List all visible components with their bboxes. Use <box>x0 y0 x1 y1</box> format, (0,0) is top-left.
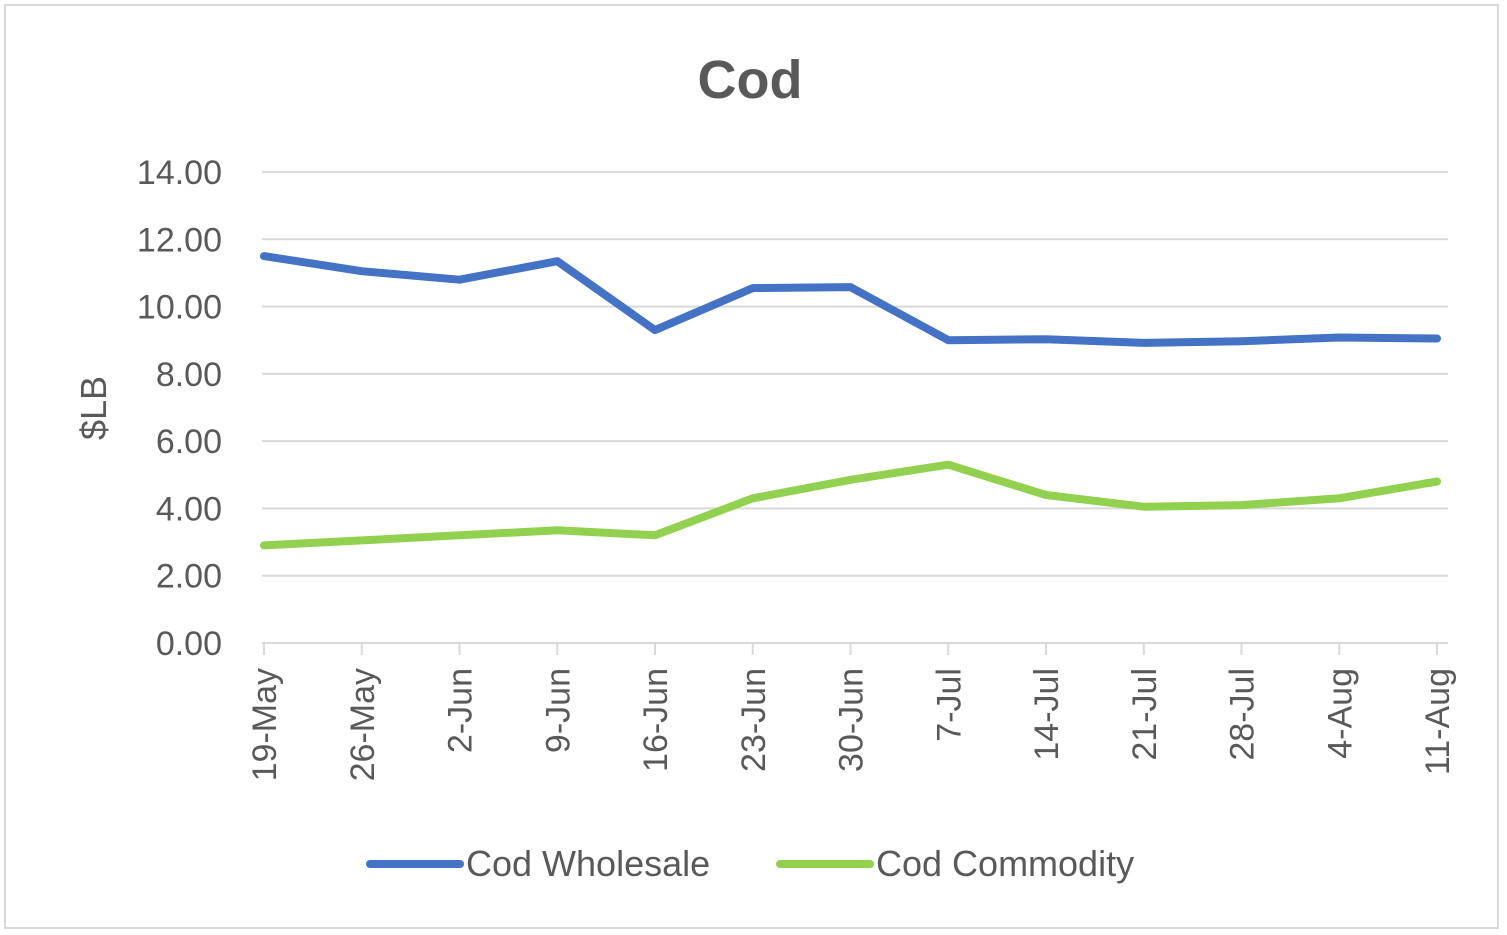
x-tick-label: 28-Jul <box>1224 668 1262 761</box>
series-line-cod-wholesale <box>260 252 1441 347</box>
x-tick-label: 9-Jun <box>539 668 577 753</box>
x-tick-label: 21-Jul <box>1126 668 1164 761</box>
y-axis-ticks: 0.00 2.00 4.00 6.00 8.00 10.00 12.00 14.00 <box>137 154 222 663</box>
x-tick-label: 30-Jun <box>833 668 871 772</box>
y-tick-label: 4.00 <box>156 490 222 528</box>
chart-frame <box>4 4 1499 929</box>
legend-label: Cod Commodity <box>876 843 1134 884</box>
x-axis: 19-May 26-May 2-Jun 9-Jun 16-Jun 23-Jun 30-Jun… <box>246 642 1457 781</box>
chart-title: Cod <box>698 50 803 110</box>
y-tick-label: 8.00 <box>156 356 222 394</box>
y-tick-label: 14.00 <box>137 154 222 192</box>
x-tick-label: 16-Jun <box>637 668 675 772</box>
y-tick-label: 10.00 <box>137 289 222 327</box>
gridlines <box>262 171 1448 577</box>
y-tick-label: 2.00 <box>156 558 222 596</box>
y-tick-label: 12.00 <box>137 221 222 259</box>
x-tick-label: 23-Jun <box>735 668 773 772</box>
x-tick-label: 2-Jun <box>442 668 480 753</box>
legend: Cod Wholesale Cod Commodity <box>366 843 1134 884</box>
legend-item: Cod Commodity <box>776 843 1134 884</box>
y-tick-label: 0.00 <box>156 625 222 663</box>
legend-label: Cod Wholesale <box>466 843 710 884</box>
x-tick-label: 19-May <box>246 668 284 781</box>
y-axis-label: $LB <box>73 376 114 440</box>
series-line-cod-commodity <box>260 460 1441 550</box>
x-tick-label: 4-Aug <box>1321 668 1359 759</box>
legend-item: Cod Wholesale <box>366 843 710 884</box>
x-tick-label: 7-Jul <box>930 668 968 742</box>
x-tick-label: 11-Aug <box>1419 668 1457 775</box>
x-tick-label: 26-May <box>344 668 382 781</box>
x-tick-label: 14-Jul <box>1028 668 1066 761</box>
y-tick-label: 6.00 <box>156 423 222 461</box>
series-lines <box>260 252 1441 550</box>
